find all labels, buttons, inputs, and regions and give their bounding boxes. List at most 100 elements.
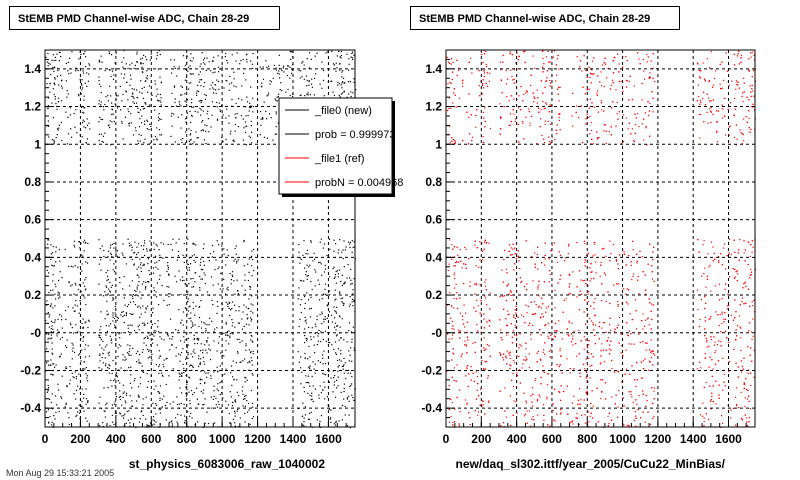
- legend-box: [278, 97, 393, 195]
- data-point: [458, 329, 460, 331]
- data-point: [129, 348, 131, 350]
- data-point: [536, 361, 538, 363]
- data-point: [110, 339, 112, 342]
- data-point: [329, 341, 331, 344]
- data-point: [124, 413, 126, 415]
- data-point: [195, 92, 198, 94]
- data-point: [734, 268, 736, 271]
- data-point: [116, 375, 118, 377]
- data-point: [187, 354, 189, 356]
- data-point: [128, 354, 130, 357]
- data-point: [306, 79, 308, 81]
- data-point: [305, 337, 307, 339]
- data-point: [305, 319, 307, 321]
- data-point: [475, 282, 477, 285]
- data-point: [482, 87, 485, 89]
- data-point: [80, 268, 82, 270]
- data-point: [155, 291, 157, 293]
- data-point: [251, 340, 253, 342]
- data-point: [121, 415, 123, 417]
- data-point: [703, 421, 705, 423]
- data-point: [145, 103, 147, 105]
- data-point: [247, 263, 249, 265]
- data-point: [546, 396, 548, 398]
- data-point: [342, 365, 344, 367]
- data-point: [245, 115, 247, 117]
- data-point: [218, 403, 220, 405]
- data-point: [247, 369, 250, 371]
- data-point: [180, 139, 182, 141]
- data-point: [213, 390, 215, 392]
- data-point: [454, 277, 456, 280]
- data-point: [61, 315, 63, 317]
- data-point: [631, 279, 633, 281]
- data-point: [167, 274, 170, 276]
- data-point: [352, 305, 354, 307]
- data-point: [285, 91, 287, 93]
- data-point: [449, 125, 451, 127]
- data-point: [620, 80, 622, 82]
- data-point: [322, 354, 324, 356]
- data-point: [105, 325, 107, 327]
- data-point: [541, 134, 543, 136]
- data-point: [352, 293, 354, 295]
- data-point: [587, 300, 589, 302]
- data-point: [78, 256, 81, 258]
- data-point: [153, 139, 155, 141]
- data-point: [517, 107, 519, 109]
- data-point: [193, 337, 196, 340]
- data-point: [171, 249, 173, 251]
- data-point: [221, 392, 223, 394]
- data-point: [726, 308, 729, 310]
- data-point: [305, 274, 307, 276]
- data-point: [241, 99, 243, 101]
- data-point: [331, 344, 333, 346]
- data-point: [738, 407, 740, 409]
- data-point: [699, 361, 701, 363]
- data-point: [306, 85, 308, 87]
- data-point: [607, 291, 609, 293]
- data-point: [622, 114, 625, 116]
- data-point: [127, 324, 129, 326]
- data-point: [123, 276, 125, 278]
- data-point: [482, 111, 485, 113]
- data-point: [147, 322, 149, 324]
- data-point: [200, 327, 203, 329]
- data-point: [193, 392, 195, 394]
- data-point: [242, 118, 244, 120]
- data-point: [117, 355, 119, 357]
- data-point: [303, 425, 305, 427]
- data-point: [125, 422, 127, 424]
- data-point: [338, 63, 341, 65]
- data-point: [211, 114, 213, 116]
- data-point: [326, 294, 328, 296]
- data-point: [721, 264, 723, 266]
- data-point: [586, 76, 588, 78]
- data-point: [144, 311, 146, 313]
- data-point: [600, 71, 602, 73]
- data-point: [643, 70, 645, 72]
- data-point: [217, 390, 219, 392]
- data-point: [485, 279, 487, 281]
- data-point: [590, 412, 592, 414]
- data-point: [343, 364, 345, 366]
- data-point: [483, 313, 485, 315]
- data-point: [740, 349, 742, 352]
- data-point: [537, 246, 539, 248]
- data-point: [58, 249, 60, 251]
- data-point: [158, 408, 160, 410]
- data-point: [65, 368, 67, 370]
- data-point: [229, 391, 231, 393]
- data-point: [99, 353, 101, 355]
- data-point: [477, 305, 479, 307]
- data-point: [192, 351, 194, 353]
- data-point: [138, 111, 140, 114]
- data-point: [238, 395, 240, 397]
- data-point: [708, 266, 710, 268]
- data-point: [99, 334, 101, 337]
- data-point: [454, 141, 456, 143]
- data-point: [74, 282, 76, 285]
- data-point: [458, 69, 460, 72]
- data-point: [633, 343, 635, 345]
- data-point: [347, 264, 349, 266]
